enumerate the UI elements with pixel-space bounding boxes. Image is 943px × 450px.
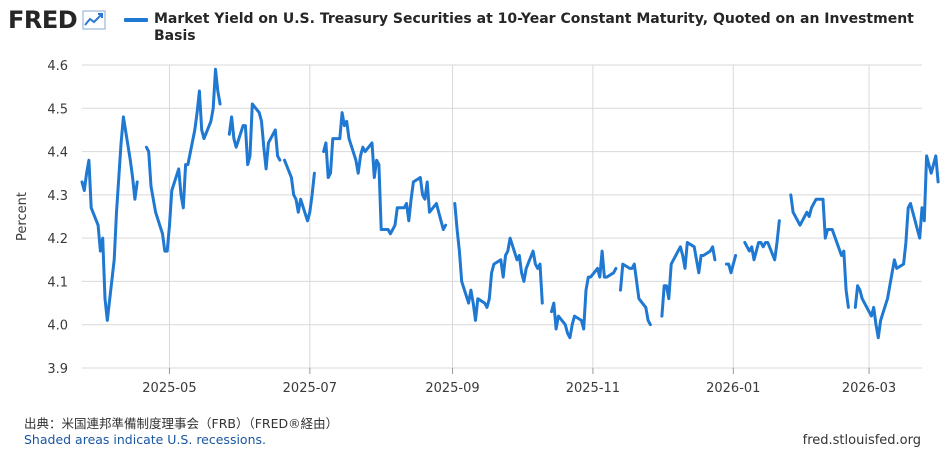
fred-logo-text: FRED <box>8 6 78 34</box>
chart-legend: Market Yield on U.S. Treasury Securities… <box>124 11 914 45</box>
x-tick-label: 2026-03 <box>842 381 896 396</box>
y-tick-label: 4.2 <box>47 232 68 247</box>
series-line-segment <box>789 193 850 309</box>
series-line-segment <box>283 158 316 223</box>
x-axis-ticks: 2025-05 2025-07 2025-09 2025-11 2026-01 2026-… <box>142 368 896 396</box>
fred-logo[interactable]: FRED <box>8 6 106 34</box>
x-tick-label: 2025-07 <box>283 381 337 396</box>
series-lines <box>80 67 940 340</box>
series-line-segment <box>660 241 717 318</box>
series-line-segment <box>453 202 544 322</box>
series-line-segment <box>853 154 940 340</box>
source-note: 出典：米国連邦準備制度理事会（FRB）（FRED®経由） <box>24 416 339 431</box>
series-line-segment <box>322 111 448 236</box>
legend-series-name: Market Yield on U.S. Treasury Securities… <box>154 11 914 44</box>
series-line-segment <box>724 254 738 275</box>
plot-area <box>82 65 922 368</box>
y-tick-label: 4.3 <box>47 189 68 204</box>
x-tick-label: 2026-01 <box>706 381 760 396</box>
y-tick-label: 4.1 <box>47 275 68 290</box>
y-axis-label: Percent <box>15 192 30 241</box>
x-tick-label: 2025-05 <box>142 381 196 396</box>
site-link[interactable]: fred.stlouisfed.org <box>802 433 921 448</box>
x-tick-label: 2025-11 <box>566 381 620 396</box>
chart-header: FRED Market Yield on U.S. Treasury Secur… <box>0 0 943 50</box>
legend-swatch <box>124 18 148 22</box>
series-line-segment <box>743 219 781 262</box>
line-chart-icon <box>82 10 106 30</box>
grid-lines <box>82 64 922 369</box>
y-tick-label: 4.0 <box>47 319 68 334</box>
series-line-segment <box>619 262 652 327</box>
y-tick-label: 4.4 <box>47 146 68 161</box>
series-line-segment <box>227 102 282 171</box>
y-tick-label: 4.5 <box>47 102 68 117</box>
series-line-segment <box>80 115 139 322</box>
y-tick-label: 3.9 <box>47 362 68 377</box>
series-line-segment <box>550 249 618 340</box>
series-line-segment <box>144 67 222 253</box>
line-chart: 3.94.04.14.24.34.44.54.6 2025-05 2025-07 2… <box>15 59 940 396</box>
x-tick-label: 2025-09 <box>425 381 479 396</box>
recession-note[interactable]: Shaded areas indicate U.S. recessions. <box>24 432 266 447</box>
y-tick-label: 4.6 <box>47 59 68 74</box>
chart-footer: 出典：米国連邦準備制度理事会（FRB）（FRED®経由） Shaded area… <box>24 416 338 448</box>
y-axis-ticks: 3.9 4.0 4.1 4.2 4.3 4.4 4.5 4.6 <box>47 59 68 377</box>
